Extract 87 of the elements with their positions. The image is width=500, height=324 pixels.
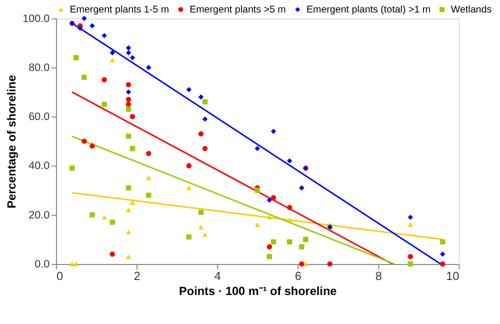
- point: [202, 116, 208, 122]
- point: [254, 146, 260, 152]
- point: [82, 74, 87, 80]
- point: [126, 50, 132, 56]
- point: [102, 77, 107, 82]
- point: [130, 114, 136, 120]
- x-tick-label: 4: [214, 270, 222, 284]
- point: [74, 55, 79, 60]
- point: [130, 55, 136, 60]
- point: [198, 210, 204, 215]
- point: [198, 224, 204, 230]
- x-tick-label: 10: [446, 270, 460, 284]
- point: [299, 244, 304, 250]
- point: [110, 58, 115, 62]
- point: [202, 99, 208, 104]
- point: [126, 82, 132, 88]
- point: [408, 214, 414, 220]
- point: [327, 261, 332, 267]
- point: [198, 94, 204, 100]
- point: [110, 252, 115, 257]
- point: [266, 254, 272, 260]
- y-tick-label: 20.0: [28, 209, 50, 222]
- legend-label: Wetlands: [450, 4, 492, 16]
- point: [202, 146, 208, 152]
- point: [102, 215, 107, 220]
- point: [90, 143, 95, 149]
- legend-label: Emergent plants 1-5 m: [70, 4, 170, 16]
- point: [78, 26, 83, 31]
- point: [270, 239, 276, 244]
- point: [102, 102, 107, 107]
- point: [254, 188, 260, 193]
- y-tick-label: 0.0: [34, 258, 50, 270]
- point: [110, 50, 115, 56]
- point: [126, 185, 132, 190]
- point: [126, 208, 132, 212]
- point: [266, 244, 272, 250]
- point: [126, 45, 132, 50]
- point: [110, 220, 115, 225]
- point: [126, 254, 132, 259]
- x-tick-label: 2: [134, 270, 140, 284]
- point: [408, 254, 414, 260]
- point: [90, 212, 95, 218]
- y-tick-label: 80.0: [28, 62, 50, 74]
- point: [408, 222, 414, 227]
- point: [82, 16, 87, 21]
- x-tick-label: 8: [375, 270, 382, 284]
- y-tick-label: 40.0: [28, 160, 50, 172]
- point: [126, 102, 132, 107]
- point: [286, 239, 292, 244]
- x-axis-title: Points · 100 m⁻¹ of shoreline: [179, 284, 338, 298]
- point: [146, 192, 152, 198]
- point: [130, 146, 136, 152]
- point: [286, 218, 292, 222]
- point: [254, 222, 260, 227]
- point: [440, 252, 446, 257]
- point: [90, 23, 95, 28]
- point: [286, 204, 292, 210]
- y-tick-label: 100.0: [22, 12, 50, 25]
- x-tick-label: 6: [294, 270, 302, 284]
- point: [186, 163, 192, 168]
- point: [146, 176, 152, 180]
- legend-label: Emergent plants (total) >1 m: [306, 4, 431, 16]
- point: [408, 261, 414, 267]
- point: [286, 158, 292, 164]
- point: [186, 234, 192, 240]
- point: [126, 134, 132, 139]
- point: [126, 96, 132, 102]
- point: [198, 131, 204, 136]
- point: [440, 239, 446, 244]
- point: [303, 236, 308, 242]
- y-tick-label: 60.0: [28, 111, 50, 124]
- point: [70, 166, 75, 171]
- point: [299, 261, 304, 267]
- point: [146, 64, 152, 70]
- point: [270, 128, 276, 134]
- point: [126, 230, 132, 234]
- point: [146, 150, 152, 156]
- point: [126, 106, 132, 112]
- point: [266, 198, 272, 203]
- point: [186, 86, 192, 92]
- legend-label: Emergent plants >5 m: [190, 4, 286, 16]
- point: [102, 32, 107, 38]
- y-axis-title: Percentage of shoreline: [6, 74, 19, 208]
- point: [126, 89, 132, 95]
- point: [186, 186, 192, 190]
- point: [266, 215, 272, 220]
- x-tick-label: 0: [56, 270, 64, 284]
